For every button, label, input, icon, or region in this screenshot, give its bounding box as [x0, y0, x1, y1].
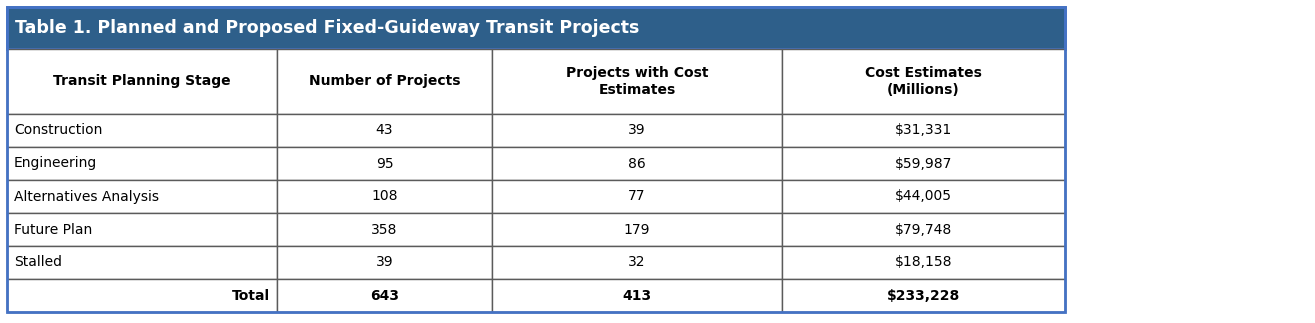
- Text: 108: 108: [371, 190, 397, 203]
- Bar: [277, 114, 492, 147]
- Bar: [7, 147, 277, 180]
- Bar: [7, 180, 277, 213]
- Text: 86: 86: [629, 157, 646, 171]
- Bar: [492, 246, 782, 279]
- Bar: [782, 213, 1065, 246]
- Text: Construction: Construction: [14, 123, 103, 138]
- Text: Number of Projects: Number of Projects: [309, 75, 460, 89]
- Text: $59,987: $59,987: [894, 157, 952, 171]
- Bar: [7, 279, 277, 312]
- Text: 95: 95: [376, 157, 393, 171]
- Text: $18,158: $18,158: [894, 255, 952, 269]
- Bar: [7, 213, 277, 246]
- Bar: [277, 246, 492, 279]
- Text: Engineering: Engineering: [14, 157, 97, 171]
- Text: Future Plan: Future Plan: [14, 223, 92, 236]
- Bar: [277, 49, 492, 114]
- Bar: [7, 7, 1065, 49]
- Bar: [277, 279, 492, 312]
- Text: Projects with Cost
Estimates: Projects with Cost Estimates: [565, 66, 709, 97]
- Text: Table 1. Planned and Proposed Fixed-Guideway Transit Projects: Table 1. Planned and Proposed Fixed-Guid…: [14, 19, 639, 37]
- Text: Cost Estimates
(Millions): Cost Estimates (Millions): [865, 66, 982, 97]
- Bar: [277, 180, 492, 213]
- Text: 39: 39: [629, 123, 646, 138]
- Bar: [492, 180, 782, 213]
- Bar: [782, 147, 1065, 180]
- Text: 32: 32: [629, 255, 646, 269]
- Bar: [492, 279, 782, 312]
- Bar: [782, 49, 1065, 114]
- Text: $233,228: $233,228: [886, 288, 960, 303]
- Text: 43: 43: [376, 123, 393, 138]
- Text: $31,331: $31,331: [896, 123, 952, 138]
- Bar: [492, 49, 782, 114]
- Text: 77: 77: [629, 190, 646, 203]
- Bar: [7, 246, 277, 279]
- Text: 179: 179: [623, 223, 650, 236]
- Text: Transit Planning Stage: Transit Planning Stage: [53, 75, 231, 89]
- Text: 358: 358: [371, 223, 397, 236]
- Text: Total: Total: [231, 288, 270, 303]
- Text: $79,748: $79,748: [896, 223, 952, 236]
- Bar: [277, 213, 492, 246]
- Text: 413: 413: [622, 288, 651, 303]
- Text: 39: 39: [376, 255, 393, 269]
- Text: Alternatives Analysis: Alternatives Analysis: [14, 190, 159, 203]
- Bar: [7, 49, 277, 114]
- Text: 643: 643: [370, 288, 398, 303]
- Bar: [277, 147, 492, 180]
- Bar: [492, 114, 782, 147]
- Text: $44,005: $44,005: [896, 190, 952, 203]
- Bar: [782, 279, 1065, 312]
- Bar: [782, 114, 1065, 147]
- Text: Stalled: Stalled: [14, 255, 62, 269]
- Bar: [7, 7, 1065, 312]
- Bar: [7, 114, 277, 147]
- Bar: [782, 246, 1065, 279]
- Bar: [492, 147, 782, 180]
- Bar: [782, 180, 1065, 213]
- Bar: [492, 213, 782, 246]
